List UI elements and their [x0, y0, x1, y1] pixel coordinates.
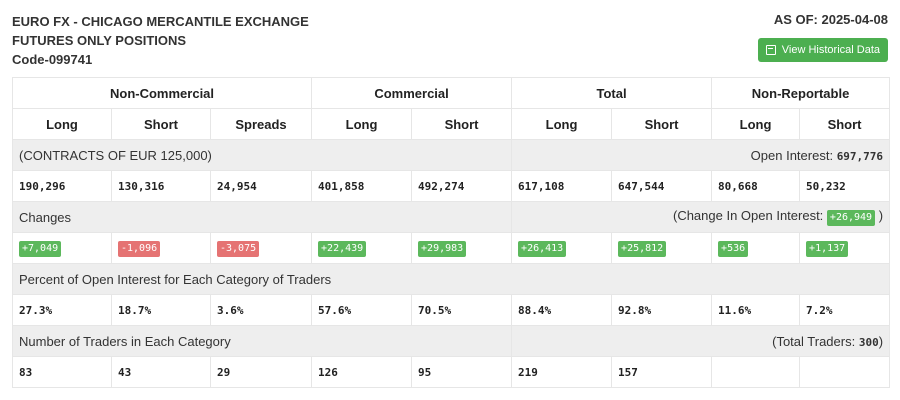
- table-cell: -3,075: [209, 232, 313, 264]
- table-cell: +7,049: [12, 232, 112, 264]
- table-cell: 18.7%: [111, 294, 211, 326]
- group-total: Total: [511, 77, 713, 109]
- open-interest-value: 697,776: [836, 149, 884, 163]
- as-of-date: AS OF: 2025-04-08: [773, 12, 888, 27]
- change-badge: +26,413: [518, 241, 567, 257]
- table-cell: 647,544: [611, 170, 713, 202]
- view-historical-data-button[interactable]: View Historical Data: [757, 38, 888, 62]
- table-cell: 401,858: [311, 170, 413, 202]
- contracts-values-row: 190,296 130,316 24,954 401,858 492,274 6…: [12, 170, 891, 202]
- table-cell: 24,954: [209, 170, 313, 202]
- table-cell: 95: [411, 356, 513, 388]
- col-nr-long: Long: [711, 108, 801, 140]
- col-c-short: Short: [411, 108, 513, 140]
- change-badge: +7,049: [19, 241, 62, 257]
- group-non-commercial: Non-Commercial: [11, 77, 313, 109]
- table-cell: 80,668: [711, 170, 801, 202]
- calendar-icon: [765, 45, 776, 55]
- change-oi-badge: +26,949: [826, 210, 876, 226]
- change-oi-prefix: (Change In Open Interest:: [672, 208, 824, 223]
- col-t-short: Short: [611, 108, 713, 140]
- table-cell: 88.4%: [511, 294, 613, 326]
- report-subtitle: FUTURES ONLY POSITIONS: [12, 33, 187, 48]
- col-nc-long: Long: [12, 108, 112, 140]
- traders-values-row: 83 43 29 126 95 219 157: [12, 356, 891, 388]
- table-cell: 126: [311, 356, 413, 388]
- table-cell: 7.2%: [799, 294, 891, 326]
- contracts-section-row: (CONTRACTS OF EUR 125,000) Open Interest…: [11, 139, 891, 171]
- table-cell: 29: [209, 356, 313, 388]
- open-interest: Open Interest: 697,776: [511, 139, 891, 171]
- table-cell: +1,137: [799, 232, 891, 264]
- table-cell: 57.6%: [311, 294, 413, 326]
- table-cell: 11.6%: [711, 294, 801, 326]
- col-nr-short: Short: [799, 108, 891, 140]
- table-cell: 50,232: [799, 170, 891, 202]
- table-cell: 43: [111, 356, 211, 388]
- percent-values-row: 27.3% 18.7% 3.6% 57.6% 70.5% 88.4% 92.8%…: [12, 294, 891, 326]
- report-code: Code-099741: [12, 52, 93, 67]
- traders-section-row: Number of Traders in Each Category (Tota…: [11, 325, 891, 357]
- table-cell: 617,108: [511, 170, 613, 202]
- table-cell: 492,274: [411, 170, 513, 202]
- col-c-long: Long: [311, 108, 413, 140]
- open-interest-label: Open Interest:: [750, 147, 834, 163]
- table-cell: +25,812: [611, 232, 713, 264]
- group-commercial: Commercial: [311, 77, 513, 109]
- table-cell: +22,439: [311, 232, 413, 264]
- change-badge: +29,983: [418, 241, 467, 257]
- changes-values-row: +7,049 -1,096 -3,075 +22,439 +29,983 +26…: [12, 232, 891, 264]
- col-nc-short: Short: [111, 108, 211, 140]
- table-cell: +29,983: [411, 232, 513, 264]
- table-cell: -1,096: [111, 232, 211, 264]
- change-badge: -3,075: [217, 241, 260, 257]
- change-open-interest: (Change In Open Interest: +26,949 ): [511, 201, 891, 233]
- report-title-block: EURO FX - CHICAGO MERCANTILE EXCHANGE FU…: [12, 12, 309, 69]
- table-cell: 83: [12, 356, 112, 388]
- col-t-long: Long: [511, 108, 613, 140]
- change-oi-suffix: ): [878, 208, 884, 223]
- table-cell: 27.3%: [12, 294, 112, 326]
- table-cell: 130,316: [111, 170, 211, 202]
- table-cell: 190,296: [12, 170, 112, 202]
- traders-label: Number of Traders in Each Category: [11, 325, 513, 357]
- table-cell: 157: [611, 356, 713, 388]
- group-non-reportable: Non-Reportable: [711, 77, 891, 109]
- table-cell: [711, 356, 801, 388]
- group-header-row: Non-Commercial Commercial Total Non-Repo…: [11, 77, 891, 109]
- column-header-row: Long Short Spreads Long Short Long Short…: [12, 108, 891, 140]
- contracts-label: (CONTRACTS OF EUR 125,000): [11, 139, 513, 171]
- change-badge: +536: [718, 241, 749, 257]
- table-cell: [799, 356, 891, 388]
- percent-section-row: Percent of Open Interest for Each Catego…: [11, 263, 891, 295]
- table-cell: +26,413: [511, 232, 613, 264]
- report-title: EURO FX - CHICAGO MERCANTILE EXCHANGE: [12, 14, 309, 29]
- table-cell: +536: [711, 232, 801, 264]
- total-traders: (Total Traders: 300): [511, 325, 891, 357]
- total-traders-suffix: ): [878, 333, 884, 349]
- table-cell: 3.6%: [209, 294, 313, 326]
- table-cell: 92.8%: [611, 294, 713, 326]
- table-cell: 219: [511, 356, 613, 388]
- change-badge: +22,439: [318, 241, 367, 257]
- change-badge: +1,137: [806, 241, 849, 257]
- changes-section-row: Changes (Change In Open Interest: +26,94…: [11, 201, 891, 233]
- total-traders-prefix: (Total Traders:: [772, 333, 856, 349]
- percent-label: Percent of Open Interest for Each Catego…: [11, 263, 891, 295]
- change-badge: -1,096: [118, 241, 161, 257]
- table-cell: 70.5%: [411, 294, 513, 326]
- total-traders-value: 300: [858, 335, 879, 349]
- col-nc-spreads: Spreads: [209, 108, 313, 140]
- change-badge: +25,812: [618, 241, 667, 257]
- view-historical-data-label: View Historical Data: [781, 44, 880, 56]
- cot-table: Non-Commercial Commercial Total Non-Repo…: [11, 77, 891, 388]
- changes-label: Changes: [11, 201, 513, 233]
